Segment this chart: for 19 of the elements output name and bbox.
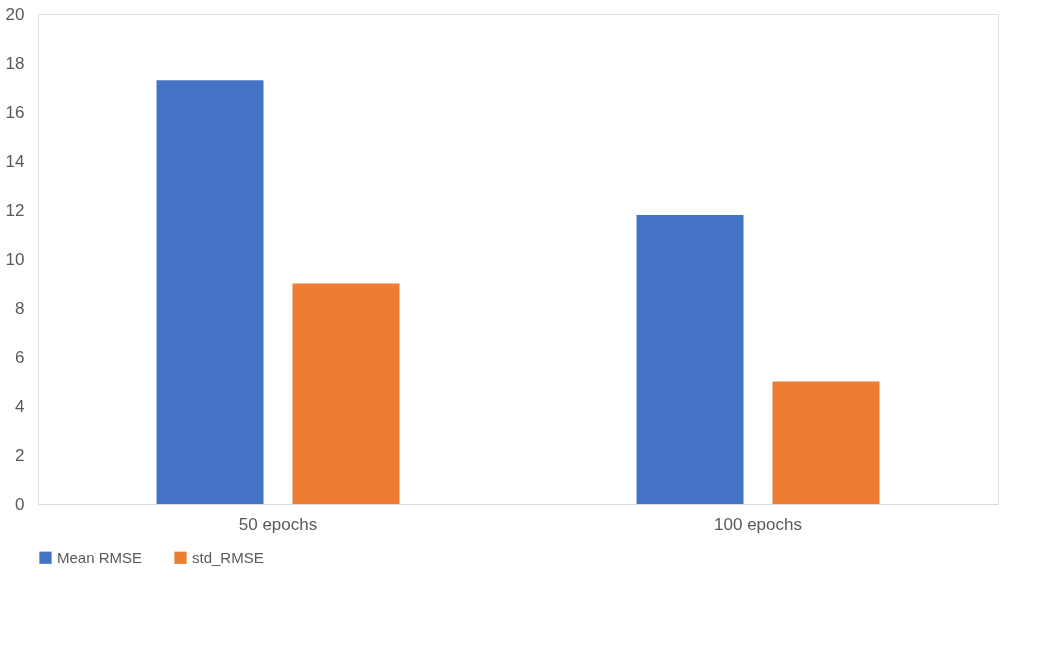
y-tick-label: 18 [5, 53, 25, 73]
y-tick-label: 12 [5, 200, 25, 220]
legend-label: Mean RMSE [57, 548, 143, 566]
x-tick-label: 50 epochs [238, 514, 318, 534]
y-tick-label: 6 [15, 347, 25, 367]
bar [292, 283, 400, 504]
x-tick-label: 100 epochs [714, 514, 802, 534]
y-tick-label: 14 [5, 151, 25, 171]
y-tick-label: 2 [15, 445, 25, 465]
y-tick-label: 16 [5, 102, 25, 122]
bar [636, 214, 744, 504]
y-tick-label: 0 [15, 494, 25, 514]
y-tick-label: 20 [5, 4, 25, 24]
y-tick-label: 4 [15, 396, 25, 416]
legend-label: std_RMSE [192, 548, 264, 566]
bar [156, 80, 264, 504]
bar [772, 381, 880, 504]
y-tick-label: 10 [5, 249, 25, 269]
y-tick-label: 8 [15, 298, 25, 318]
